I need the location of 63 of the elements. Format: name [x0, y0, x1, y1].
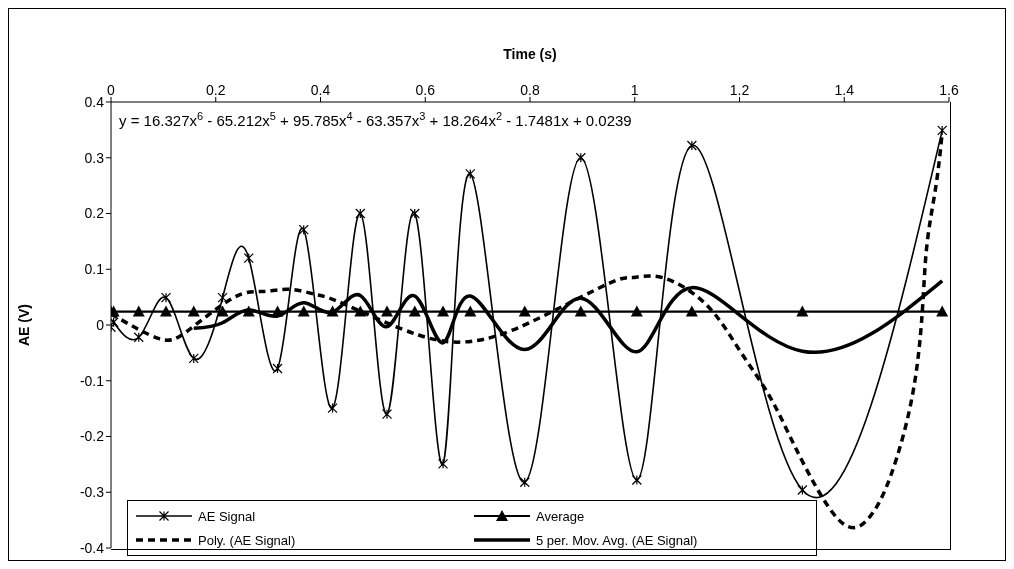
y-tick-label: 0.4: [84, 93, 105, 110]
y-axis-title: AE (V): [15, 304, 32, 346]
x-tick-label: 0: [107, 82, 116, 98]
text: y = 16.327x$^{6}$ - 65.212x$^{5}$ + 95.785x$^{4}$ - 63.357x$^{3}$ + 18.264x$^{2}$ - 1.7481x + 0.0239: [119, 110, 632, 129]
y-tick-label: 0.3: [84, 149, 105, 166]
legend-label: Poly. (AE Signal): [198, 532, 296, 548]
point: [631, 474, 642, 486]
point: [159, 305, 172, 317]
point: [160, 292, 172, 303]
point: [326, 305, 339, 317]
x-tick-label: 0.4: [310, 82, 331, 98]
legend-label: 5 per. Mov. Avg. (AE Signal): [536, 532, 698, 548]
point: [381, 409, 393, 420]
x-tick-label: 1.2: [729, 82, 750, 98]
point: [519, 477, 530, 488]
point: [216, 305, 229, 317]
x-tick-label: 0.8: [520, 82, 540, 98]
y-tick-label: 0: [96, 316, 105, 333]
y-tick-label: 0.1: [84, 261, 105, 278]
x-tick-label: 1.4: [834, 82, 855, 98]
x-tick-label: 0.2: [206, 82, 226, 98]
point: [272, 363, 283, 374]
y-tick-label: 0.2: [84, 205, 105, 222]
point: [297, 305, 310, 317]
x-tick-label: 1: [630, 82, 639, 98]
point: [630, 305, 643, 317]
y-tick-label: -0.4: [79, 539, 105, 556]
x-tick-label: 1.6: [939, 82, 959, 98]
point: [243, 253, 254, 264]
point: [132, 305, 145, 317]
point: [685, 305, 698, 317]
point: [298, 224, 309, 235]
point: [437, 458, 449, 469]
point: [437, 305, 450, 317]
point: [408, 305, 421, 317]
point: [355, 208, 366, 219]
legend-label: Average: [536, 508, 585, 524]
point: [133, 332, 144, 343]
y-tick-label: -0.1: [79, 372, 105, 389]
y-tick-label: -0.2: [79, 428, 105, 445]
point: [797, 484, 808, 496]
point: [465, 168, 476, 180]
point: [574, 305, 587, 317]
point: [937, 125, 948, 136]
point: [409, 208, 420, 219]
y-tick-label: -0.3: [79, 484, 105, 501]
point: [936, 305, 949, 317]
point: [796, 305, 809, 317]
point: [242, 305, 255, 317]
point: [518, 305, 531, 317]
point: [188, 353, 199, 364]
point: [354, 305, 367, 317]
point: [575, 152, 586, 163]
point: [217, 292, 228, 303]
point: [686, 140, 697, 151]
legend-label: AE Signal: [198, 508, 256, 524]
point: [464, 305, 477, 317]
x-tick-label: 0.6: [415, 82, 436, 98]
point: [187, 305, 200, 317]
point: [381, 305, 394, 317]
point: [327, 402, 338, 414]
x-axis-title: Time (s): [503, 45, 557, 62]
point: [271, 305, 284, 317]
